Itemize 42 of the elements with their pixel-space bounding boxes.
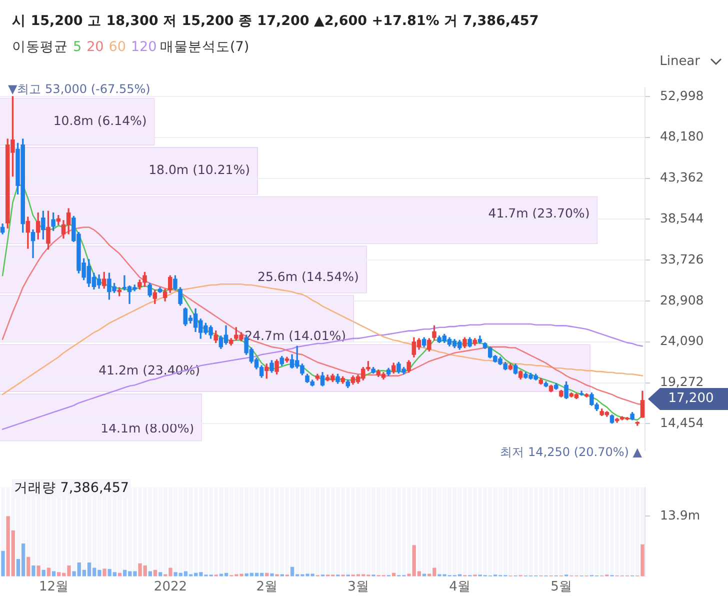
y-tick-label: 19,272	[660, 374, 704, 390]
text: 5	[73, 39, 82, 55]
bar	[102, 568, 106, 576]
y-tick-label: 33,726	[660, 251, 704, 266]
legend-title: 이동평균	[12, 39, 68, 55]
data-label: 41.2m (23.40%)	[98, 362, 200, 378]
text: 20	[86, 39, 104, 55]
bar	[32, 566, 36, 576]
bar	[52, 571, 56, 576]
data-label: 41.7m (23.70%)	[488, 205, 590, 220]
bar	[26, 556, 30, 576]
y-tick-label: 52,998	[660, 88, 704, 103]
bar	[1, 550, 5, 576]
text: 17,200	[648, 388, 728, 410]
data-label: 25.6m (14.54%)	[258, 268, 359, 284]
y-tick-label: 24,090	[660, 333, 704, 348]
chart-title: 시 15,200 고 18,300 저 15,200 종 17,200 ▲2,600 +17.81% 거 7,386,457	[12, 12, 539, 30]
x-tick-label: 4월	[449, 580, 470, 595]
y-tick-label: 48,180	[660, 128, 704, 144]
text: 120	[130, 39, 157, 55]
text: Linear	[660, 54, 700, 69]
x-tick-label: 3월	[348, 580, 369, 595]
y-tick-label: 43,362	[660, 170, 704, 185]
y-tick-label: 38,544	[660, 210, 704, 226]
annotation: 최저 14,250 (20.70%) ▲	[500, 444, 642, 461]
chart-title: 거래량 7,386,457	[12, 479, 131, 497]
data-label: 10.8m (6.14%)	[53, 112, 147, 128]
y-tick-label: 14,454	[660, 414, 704, 430]
bar	[148, 571, 152, 576]
bar	[36, 566, 40, 576]
x-tick-label: 2022	[154, 580, 188, 595]
y-tick-label: 13.9m	[660, 507, 700, 522]
y-tick-label: 28,908	[660, 292, 704, 308]
chart-title: 매물분석도(7)	[160, 38, 250, 56]
text: 60	[108, 39, 126, 55]
x-tick-label: 12월	[38, 580, 69, 595]
bar	[46, 568, 51, 576]
x-tick-label: 2월	[256, 580, 278, 595]
x-tick-label: 5월	[550, 580, 572, 595]
bar	[270, 573, 274, 576]
data-label: 18.0m (10.21%)	[148, 162, 250, 178]
annotation: ▼최고 53,000 (-67.55%)	[8, 81, 150, 98]
